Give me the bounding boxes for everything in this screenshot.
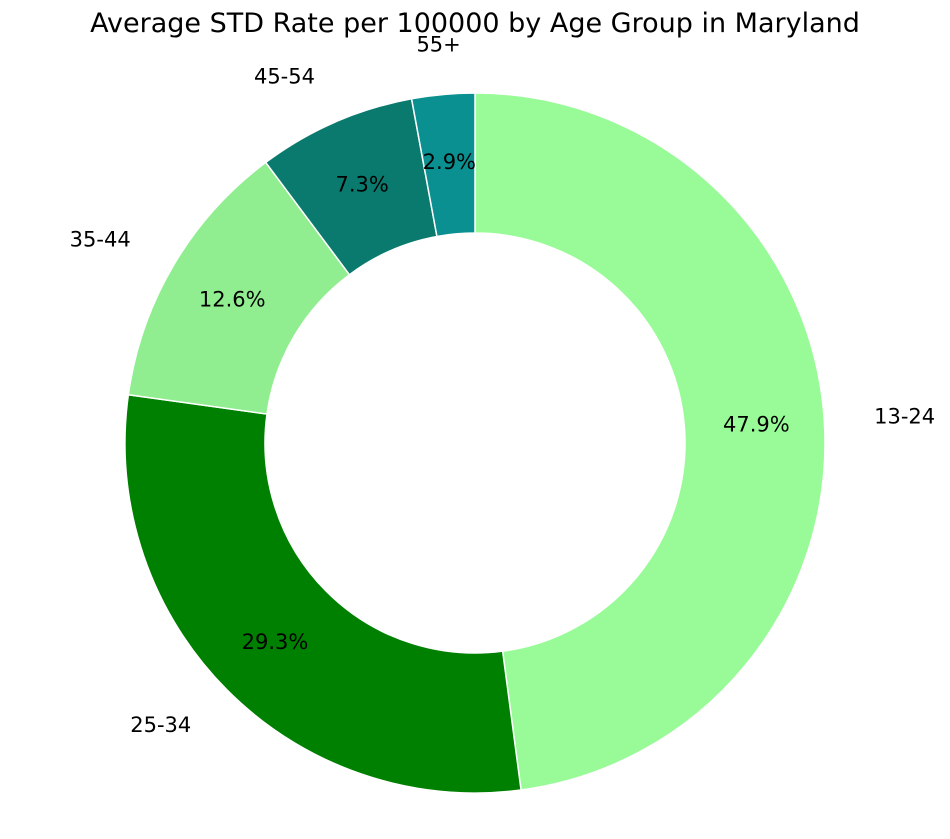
slice-13-24 — [474, 92, 826, 791]
category-label-13-24: 13-24 — [874, 405, 935, 429]
category-label-45-54: 45-54 — [254, 64, 315, 88]
pct-label-55plus: 2.9% — [423, 150, 476, 174]
slice-55plus — [410, 92, 476, 238]
chart-title: Average STD Rate per 100000 by Age Group… — [90, 8, 860, 39]
donut-slices — [124, 92, 826, 794]
pct-label-13-24: 47.9% — [723, 412, 790, 436]
category-label-25-34: 25-34 — [130, 713, 191, 737]
category-label-55plus: 55+ — [416, 33, 460, 57]
pct-label-25-34: 29.3% — [242, 630, 309, 654]
slice-25-34 — [124, 393, 522, 794]
pct-label-35-44: 12.6% — [199, 287, 266, 311]
donut-labels: 47.9% 13-24 29.3% 25-34 12.6% 35-44 7.3% 45-54 2… — [70, 33, 935, 737]
category-label-35-44: 35-44 — [70, 227, 131, 251]
pct-label-45-54: 7.3% — [336, 173, 389, 197]
